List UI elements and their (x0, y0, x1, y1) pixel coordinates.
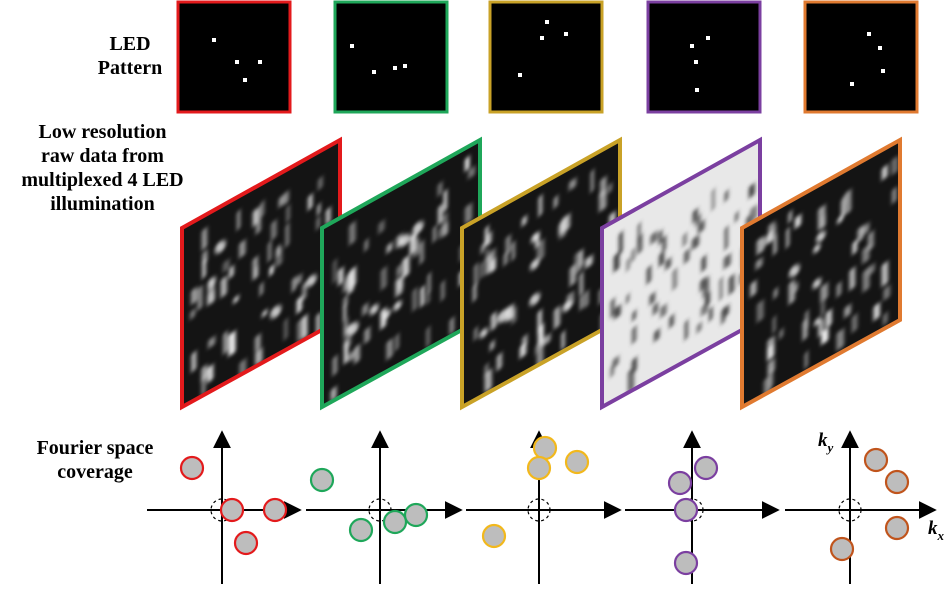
led-box-frame (488, 0, 604, 114)
raw-frame-1 (180, 136, 342, 411)
raw-label-line-4: illumination (50, 193, 155, 215)
led-box-frame (333, 0, 449, 114)
led-dot (212, 38, 216, 42)
fourier-plot-1 (147, 430, 302, 584)
led-label-line-1: LED (109, 33, 151, 55)
led-dot (350, 44, 354, 48)
led-pattern-3 (488, 0, 604, 114)
raw-image-texture (750, 155, 899, 396)
raw-image-texture (190, 176, 332, 396)
led-pattern-label: LED Pattern (55, 32, 205, 80)
center-pupil-circle (368, 498, 392, 522)
led-dot (867, 32, 871, 36)
fourier-plot-5 (785, 430, 937, 584)
fourier-label-line-1: Fourier space (36, 437, 154, 459)
led-dot (706, 36, 710, 40)
raw-label-line-3: multiplexed 4 LED (21, 169, 184, 191)
fourier-coverage-circle (179, 455, 205, 481)
ky-axis-label: ky (818, 430, 834, 455)
fourier-coverage-circle (309, 467, 335, 493)
led-pattern-2 (333, 0, 449, 114)
fourier-coverage-circle (532, 435, 558, 461)
center-pupil-circle (527, 498, 551, 522)
led-dot (258, 60, 262, 64)
fourier-coverage-row: ky kx (147, 430, 945, 584)
raw-frame-border (740, 136, 902, 411)
raw-frame-4 (600, 136, 762, 411)
fourier-coverage-circle (382, 509, 408, 535)
fourier-coverage-circle (348, 517, 374, 543)
led-dot (695, 88, 699, 92)
led-dot (878, 46, 882, 50)
ky-axis-label-subscript: y (826, 440, 834, 455)
fourier-coverage-circle (693, 455, 719, 481)
fourier-coverage-circle (262, 497, 288, 523)
fourier-coverage-circle (564, 449, 590, 475)
led-label-line-2: Pattern (97, 57, 163, 79)
fourier-coverage-circle (233, 530, 259, 556)
fourier-coverage-circle (481, 523, 507, 549)
raw-label-line-2: raw data from (41, 145, 164, 167)
fourier-coverage-label: Fourier space coverage (10, 436, 180, 484)
led-pattern-1 (176, 0, 292, 114)
led-dot (694, 60, 698, 64)
raw-frame-5 (740, 136, 902, 411)
led-dot (235, 60, 239, 64)
led-pattern-row (176, 0, 919, 114)
raw-frame-2 (320, 136, 482, 411)
led-dot (403, 64, 407, 68)
led-box-frame (176, 0, 292, 114)
raw-frame-3 (460, 136, 622, 411)
led-box-frame (646, 0, 762, 114)
fourier-coverage-circle (884, 469, 910, 495)
raw-data-label: Low resolution raw data from multiplexed 4… (0, 120, 205, 216)
led-dot (540, 36, 544, 40)
fourier-plot-2 (306, 430, 463, 584)
fourier-coverage-circle (219, 497, 245, 523)
fourier-coverage-circle (526, 455, 552, 481)
fourier-label-line-2: coverage (57, 461, 133, 483)
led-dot (393, 66, 397, 70)
fourier-coverage-circle (667, 470, 693, 496)
led-pattern-5 (803, 0, 919, 114)
led-pattern-4 (646, 0, 762, 114)
fourier-coverage-circle (673, 550, 699, 576)
raw-image-background (602, 140, 760, 407)
led-dot (372, 70, 376, 74)
led-box-frame (803, 0, 919, 114)
fourier-plot-3 (466, 430, 622, 584)
led-dot (564, 32, 568, 36)
center-pupil-circle (838, 498, 862, 522)
fourier-coverage-circle (673, 497, 699, 523)
center-pupil-circle (680, 498, 704, 522)
led-dot (881, 69, 885, 73)
kx-axis-label-subscript: x (937, 528, 945, 543)
raw-image-background (742, 140, 900, 407)
led-dot (690, 44, 694, 48)
led-dot (545, 20, 549, 24)
kx-axis-label: kx (928, 518, 945, 543)
raw-data-row (180, 136, 902, 411)
fourier-plot-4 (625, 430, 780, 584)
fourier-coverage-circle (884, 515, 910, 541)
led-dot (518, 73, 522, 77)
fourier-coverage-circle (863, 447, 889, 473)
fourier-coverage-circle (403, 502, 429, 528)
raw-label-line-1: Low resolution (38, 121, 167, 143)
led-dot (243, 78, 247, 82)
led-dot (850, 82, 854, 86)
fourier-coverage-circle (829, 536, 855, 562)
